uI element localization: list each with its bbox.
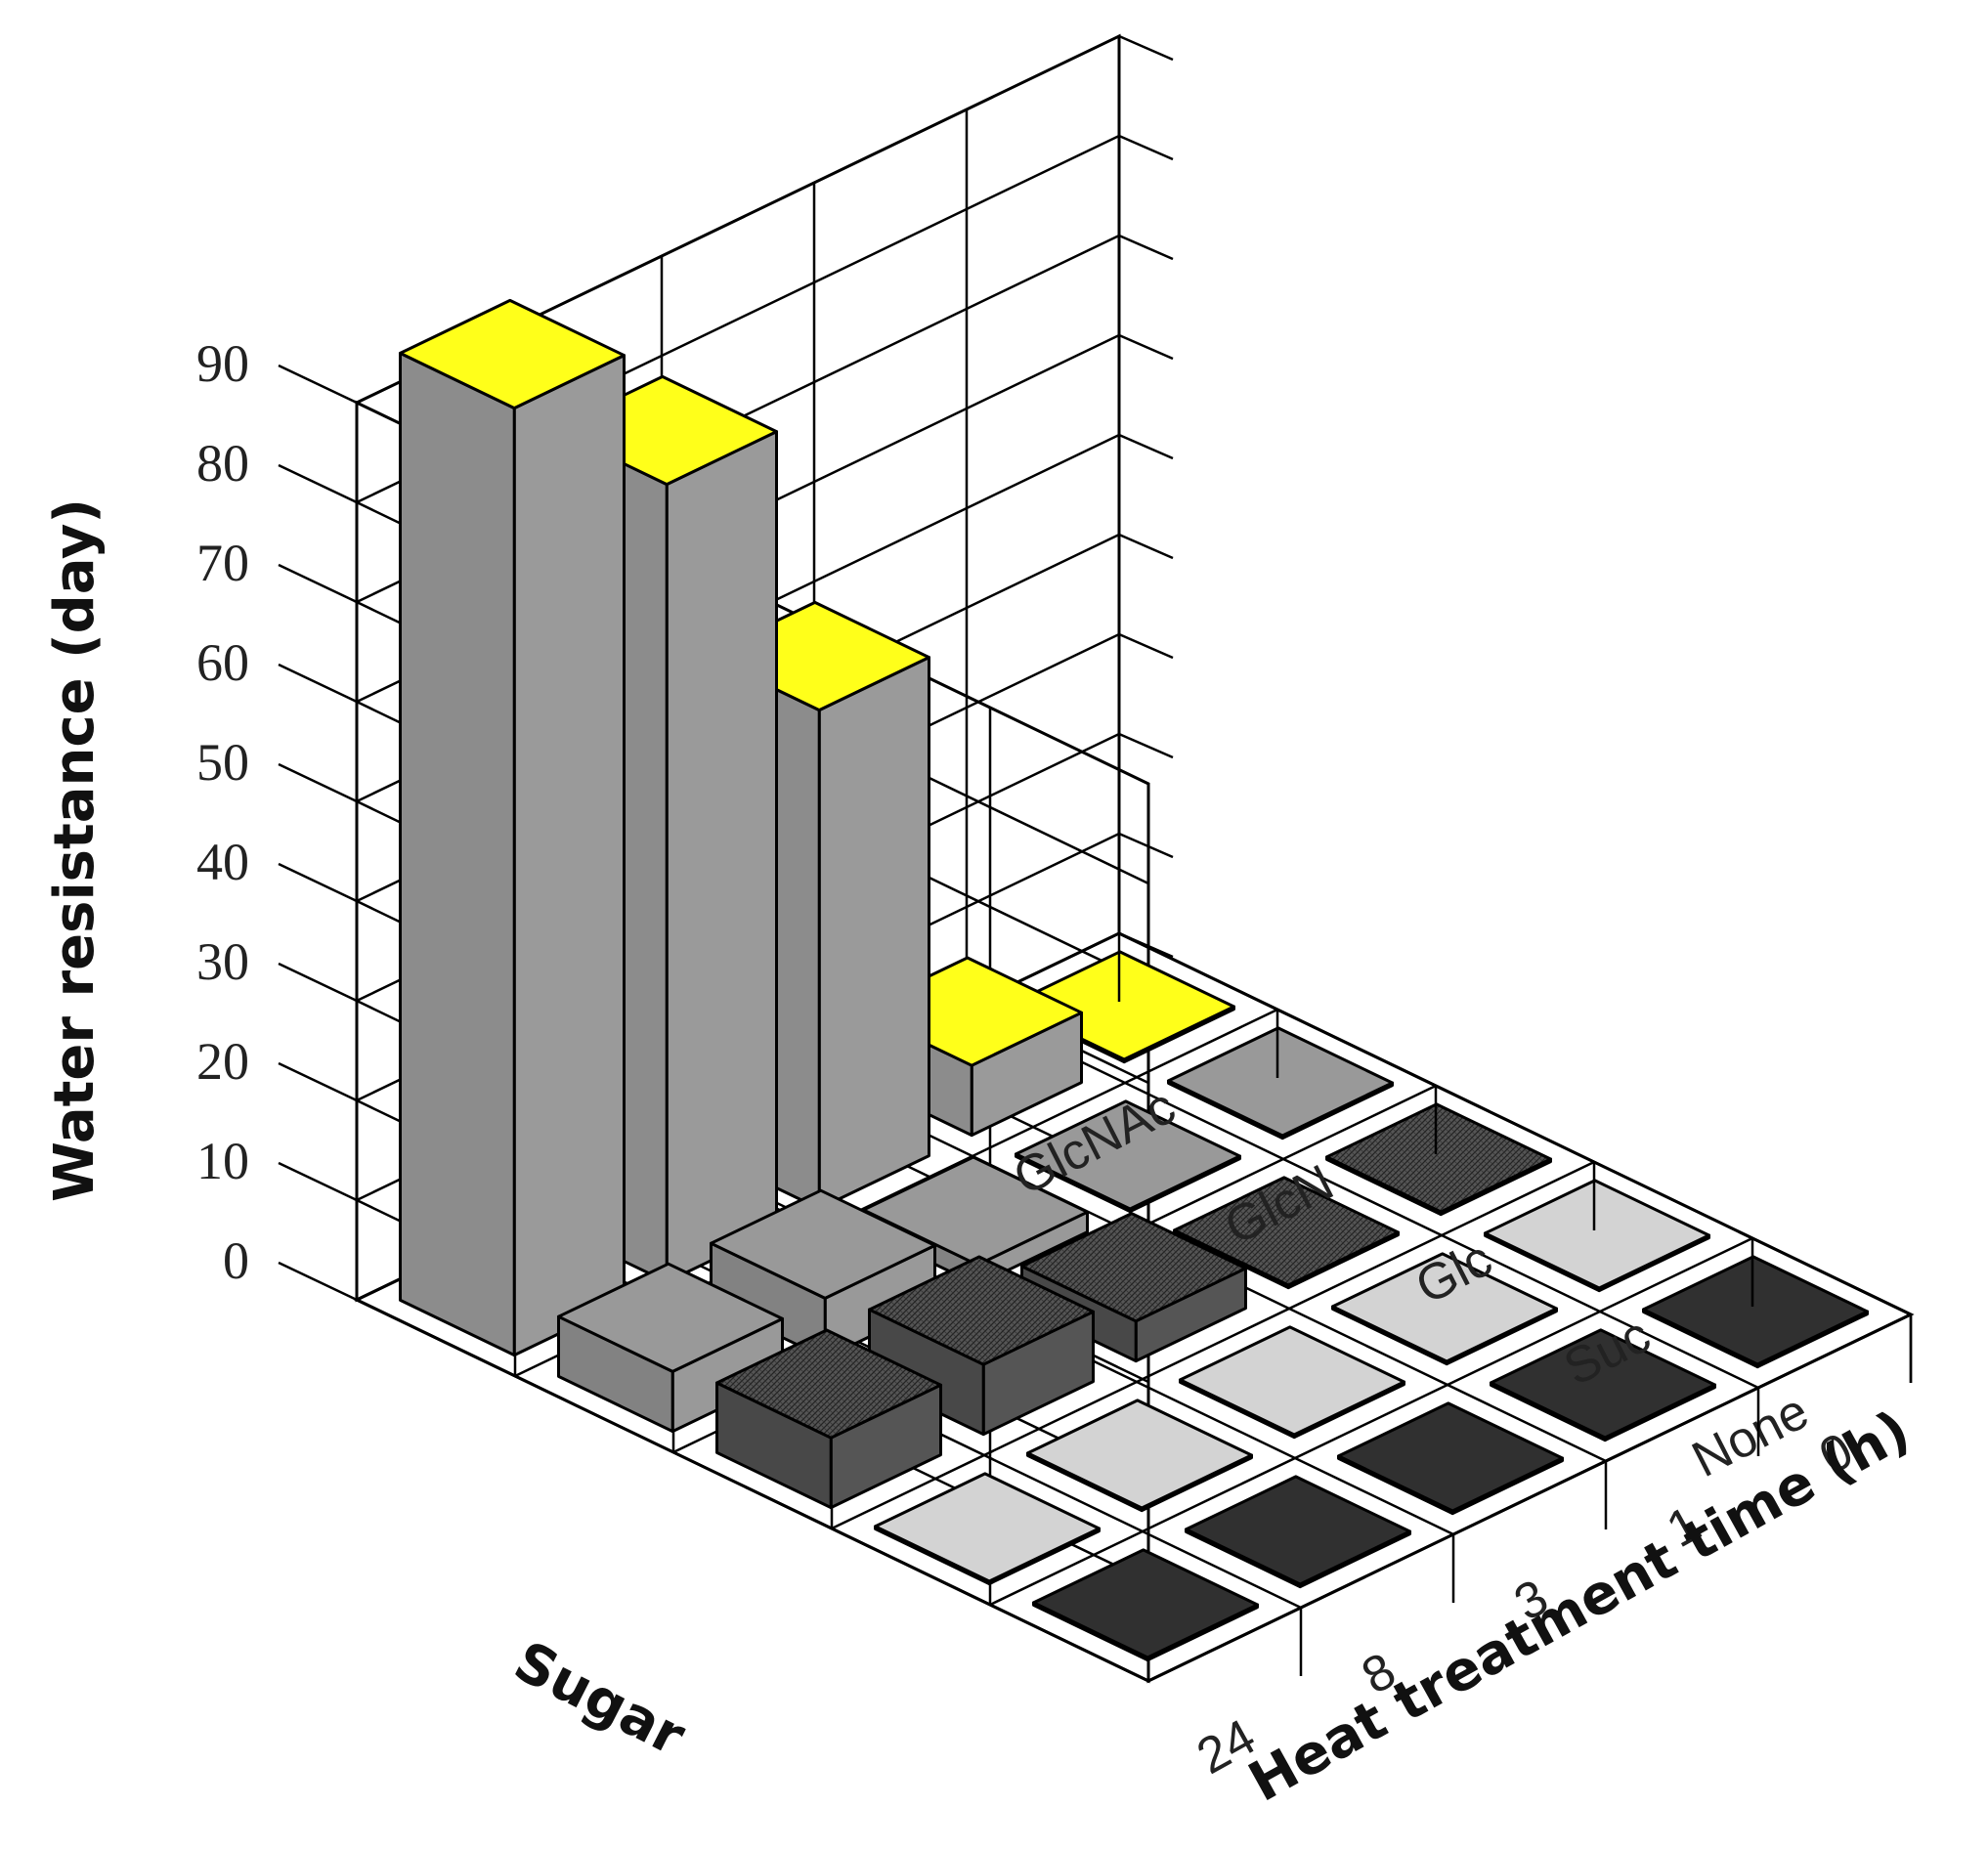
bar-face-top — [1331, 1252, 1558, 1363]
bar-face-top — [1173, 1176, 1400, 1287]
bar-face-top — [1167, 1026, 1394, 1138]
bar-GlcNAc-24 — [399, 298, 626, 1357]
z-tick-mark-right — [1118, 533, 1174, 560]
bar-None-24 — [1032, 1548, 1259, 1662]
z-tick-label: 20 — [196, 1032, 249, 1091]
bar-face-top — [1020, 1212, 1247, 1323]
bar-face-top — [868, 1255, 1095, 1366]
bar-face-top — [1642, 1255, 1869, 1366]
bar-face-top — [557, 1262, 784, 1373]
bar-Suc-1 — [1331, 1252, 1558, 1366]
z-tick-label: 40 — [196, 833, 249, 891]
z-tick-mark-right — [1118, 234, 1174, 261]
z-tick-mark-right — [1118, 34, 1174, 62]
bar-Glc-8 — [868, 1255, 1095, 1437]
bar-None-1 — [1490, 1328, 1716, 1442]
bar-None-3 — [1337, 1401, 1564, 1516]
bar-None-0 — [1642, 1255, 1869, 1369]
z-tick-mark-right — [1118, 931, 1174, 959]
bar-face-front — [817, 656, 930, 1211]
bar-face-top — [710, 1188, 936, 1300]
z-tick-label: 90 — [196, 334, 249, 393]
bar-face-top — [1484, 1179, 1710, 1290]
z-tick-mark-right — [1118, 832, 1174, 859]
floor-line — [966, 1005, 1759, 1390]
z-tick-mark — [278, 1061, 358, 1102]
bar-Suc-3 — [1179, 1325, 1405, 1440]
bars — [399, 298, 1869, 1662]
bar-None-8 — [1185, 1475, 1411, 1589]
z-tick-label: 80 — [196, 434, 249, 493]
z-axis-title: Water resistance (day) — [43, 498, 107, 1202]
z-tick-label: 60 — [196, 633, 249, 692]
bar-Suc-8 — [1026, 1399, 1253, 1513]
bar-face-top — [874, 1472, 1101, 1583]
z-tick-mark-right — [1118, 433, 1174, 460]
z-tick-mark-right — [1118, 632, 1174, 660]
bar-face-top — [1325, 1102, 1552, 1214]
bar-Glc-24 — [715, 1328, 942, 1510]
bar-face-top — [1185, 1475, 1411, 1586]
z-tick-mark — [278, 463, 358, 504]
bar-Suc-0 — [1484, 1179, 1710, 1293]
z-tick-mark — [278, 1161, 358, 1202]
bar-face-side — [399, 351, 516, 1357]
z-tick-mark — [278, 663, 358, 704]
bar-Suc-24 — [874, 1472, 1101, 1586]
z-tick-label: 50 — [196, 733, 249, 792]
floor-line — [989, 1236, 1753, 1607]
z-tick-mark — [278, 762, 358, 803]
x-axis-title: Sugar — [504, 1629, 695, 1768]
z-tick-mark — [278, 563, 358, 604]
z-tick-mark — [278, 962, 358, 1003]
bar-face-top — [1015, 1099, 1241, 1211]
bar-Glc-1 — [1173, 1176, 1400, 1290]
bar-face-top — [1490, 1328, 1716, 1440]
bar-Glc-0 — [1325, 1102, 1552, 1217]
z-tick-mark — [278, 364, 358, 405]
z-tick-label: 70 — [196, 534, 249, 592]
z-axis-ticks: 0 10 20 30 40 50 60 70 80 90 — [196, 34, 1174, 1302]
bar-face-top — [715, 1328, 942, 1440]
z-tick-mark — [278, 1261, 358, 1302]
z-tick-label: 30 — [196, 932, 249, 991]
z-tick-label: 10 — [196, 1132, 249, 1190]
bar-face-front — [512, 354, 626, 1357]
bar-GlcN-8 — [710, 1188, 936, 1360]
z-tick-mark-right — [1118, 333, 1174, 361]
bar-face-top — [1026, 1399, 1253, 1510]
bar-face-top — [399, 298, 626, 410]
floor-line — [356, 1298, 1149, 1683]
z-tick-label: 0 — [223, 1231, 249, 1290]
floor-line — [831, 1160, 1595, 1530]
bar-face-top — [1179, 1325, 1405, 1437]
bar-face-front — [665, 430, 778, 1284]
z-tick-mark-right — [1118, 732, 1174, 759]
bar-face-top — [1337, 1401, 1564, 1513]
bar-GlcN-0 — [1167, 1026, 1394, 1141]
bar-face-top — [1032, 1548, 1259, 1659]
bar-face-top — [862, 1155, 1089, 1267]
bar-GlcN-1 — [1015, 1099, 1241, 1214]
bar-face-top — [1009, 950, 1235, 1061]
z-tick-mark — [278, 862, 358, 903]
z-tick-mark-right — [1118, 134, 1174, 161]
